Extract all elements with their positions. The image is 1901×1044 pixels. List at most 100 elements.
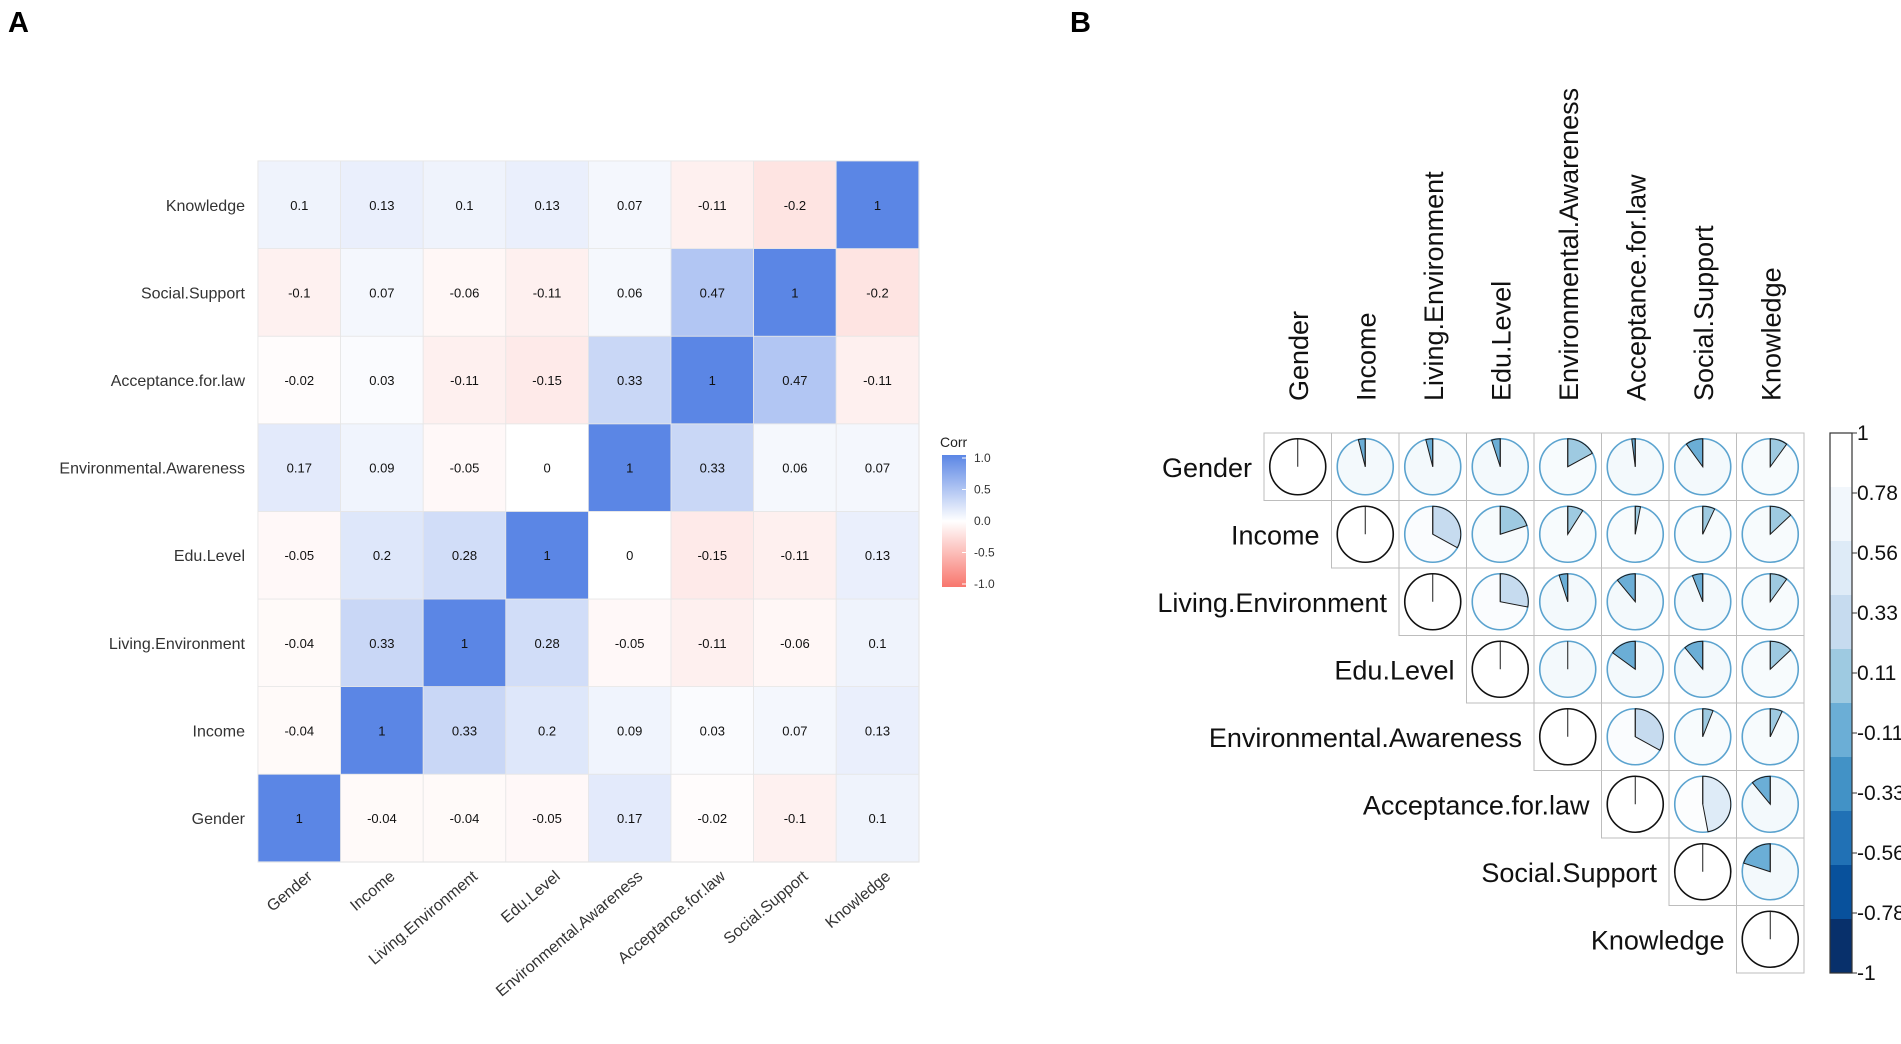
heatmap-cell: [257, 423, 341, 512]
heatmap-cell: [340, 160, 424, 249]
heatmap-cell-label: -0.15: [532, 373, 562, 388]
correlogram-colorbar-tick-label: -1: [1857, 962, 1876, 985]
heatmap-cell: [588, 423, 672, 512]
heatmap-cell: [505, 686, 589, 775]
heatmap-cell-label: 0.47: [700, 285, 725, 300]
heatmap-cell: [588, 335, 672, 425]
heatmap-cell-label: 0.33: [617, 373, 642, 388]
heatmap-cell: [257, 335, 341, 425]
heatmap-cell: [835, 335, 920, 425]
heatmap-cell-label: -0.1: [784, 811, 806, 826]
heatmap-cell-label: 0.06: [782, 461, 807, 476]
heatmap-cell: [588, 773, 672, 863]
correlogram-pie-slice: [1432, 505, 1462, 549]
correlogram-row-label: Social.Support: [1481, 858, 1657, 888]
heatmap-x-tick-label: Income: [347, 868, 398, 915]
heatmap-legend-tick-label: -0.5: [974, 546, 995, 560]
heatmap-cell: [505, 773, 589, 863]
heatmap-cell-label: -0.11: [863, 373, 892, 388]
heatmap-legend-tick-label: 0.5: [974, 483, 991, 497]
heatmap-cell: [753, 686, 837, 775]
correlogram-colorbar-tick-label: -0.78: [1857, 902, 1901, 925]
heatmap-cell: [588, 160, 672, 249]
correlogram-row-label: Gender: [1162, 453, 1252, 483]
correlation-heatmap: 1 -0.04 -0.04 -0.05 0.17 -0.02 -0.1 0.1 -0.04 1 0.…: [59, 160, 920, 1000]
correlogram-colorbar-tick-label: 0.78: [1857, 482, 1898, 505]
heatmap-cell-label: 0.33: [452, 723, 477, 738]
heatmap-cell-label: 0.13: [534, 198, 559, 213]
heatmap-cell-label: -0.2: [866, 285, 888, 300]
heatmap-x-tick-label: Environmental.Awareness: [493, 868, 646, 1000]
correlogram-colorbar-tick-label: 0.56: [1857, 542, 1898, 565]
heatmap-cell-label: 1: [626, 461, 633, 476]
correlogram-row-label: Living.Environment: [1157, 588, 1387, 618]
heatmap-cell: [257, 248, 341, 337]
correlogram-colorbar-tick-label: -0.11: [1857, 722, 1901, 745]
heatmap-cell-label: 1: [543, 548, 550, 563]
heatmap-cell: [835, 423, 920, 512]
correlogram-pie-slice: [1702, 775, 1732, 833]
correlogram-pie-slice: [1634, 708, 1664, 751]
heatmap-cell-label: 0.03: [700, 723, 725, 738]
heatmap-cell-label: 0.07: [369, 285, 394, 300]
heatmap-cell-label: 0.07: [865, 461, 890, 476]
correlogram: Gender Income Living.Environment Edu.Level E…: [1157, 88, 1805, 974]
correlogram-row-label: Edu.Level: [1334, 655, 1454, 685]
heatmap-cell-label: 0.17: [617, 811, 642, 826]
heatmap-y-tick-label: Gender: [192, 811, 246, 828]
heatmap-cell: [835, 160, 920, 249]
correlogram-column-label: Knowledge: [1756, 267, 1786, 401]
heatmap-cell: [835, 248, 920, 337]
heatmap-cell-label: 1: [709, 373, 716, 388]
heatmap-cell-label: 0.07: [782, 723, 807, 738]
heatmap-cell: [588, 248, 672, 337]
panel-label-a: A: [8, 7, 29, 39]
correlogram-column-label: Social.Support: [1689, 225, 1719, 401]
heatmap-cell: [422, 686, 507, 775]
heatmap-cell-label: 0.1: [868, 811, 886, 826]
heatmap-cell-label: -0.04: [284, 723, 314, 738]
heatmap-cell: [422, 510, 507, 600]
correlogram-column-label: Acceptance.for.law: [1621, 174, 1651, 401]
heatmap-cell-label: -0.06: [450, 285, 480, 300]
heatmap-cell: [257, 686, 341, 775]
heatmap-x-tick-label: Gender: [264, 868, 316, 916]
heatmap-cell: [505, 335, 589, 425]
heatmap-cell-label: 1: [296, 811, 303, 826]
heatmap-cell: [257, 598, 341, 687]
heatmap-cell-label: -0.11: [698, 636, 727, 651]
heatmap-legend-tick-label: 1.0: [974, 451, 991, 465]
correlogram-row-label: Income: [1231, 520, 1320, 550]
heatmap-cell-label: 0.47: [782, 373, 807, 388]
heatmap-x-tick-label: Edu.Level: [498, 868, 563, 927]
heatmap-cell: [340, 510, 424, 600]
correlogram-colorbar: 1 0.78 0.56 0.33 0.11 -0.11 -0.33 -0.56 -0.78 -1: [1829, 422, 1901, 985]
heatmap-cell-label: 0.13: [865, 548, 890, 563]
heatmap-y-tick-label: Edu.Level: [174, 548, 245, 565]
heatmap-y-tick-label: Acceptance.for.law: [111, 373, 246, 390]
correlogram-colorbar-segment: [1830, 703, 1852, 757]
heatmap-cell-label: 0.09: [369, 461, 394, 476]
heatmap-cell-label: 0.28: [534, 636, 559, 651]
heatmap-cell-label: 0.07: [617, 198, 642, 213]
heatmap-cell: [505, 423, 589, 512]
heatmap-cell-label: 1: [791, 285, 798, 300]
correlogram-colorbar-segment: [1830, 757, 1852, 811]
correlogram-colorbar-frame: [1829, 432, 1853, 974]
heatmap-cell: [422, 423, 507, 512]
panel-label-b: B: [1070, 7, 1091, 39]
heatmap-cell-label: -0.15: [697, 548, 727, 563]
heatmap-cell-label: 0.33: [700, 461, 725, 476]
correlogram-colorbar-segment: [1830, 811, 1852, 865]
heatmap-cell-label: 0.1: [455, 198, 473, 213]
heatmap-cell-label: 0.13: [865, 723, 890, 738]
heatmap-cell: [753, 335, 837, 425]
heatmap-cell: [422, 773, 507, 863]
heatmap-cell-label: -0.11: [781, 548, 810, 563]
correlogram-column-label: Income: [1351, 312, 1381, 401]
correlogram-colorbar-segment: [1830, 919, 1852, 973]
correlogram-colorbar-segment: [1830, 541, 1852, 595]
heatmap-cell: [753, 423, 837, 512]
heatmap-y-tick-label: Knowledge: [166, 198, 245, 215]
